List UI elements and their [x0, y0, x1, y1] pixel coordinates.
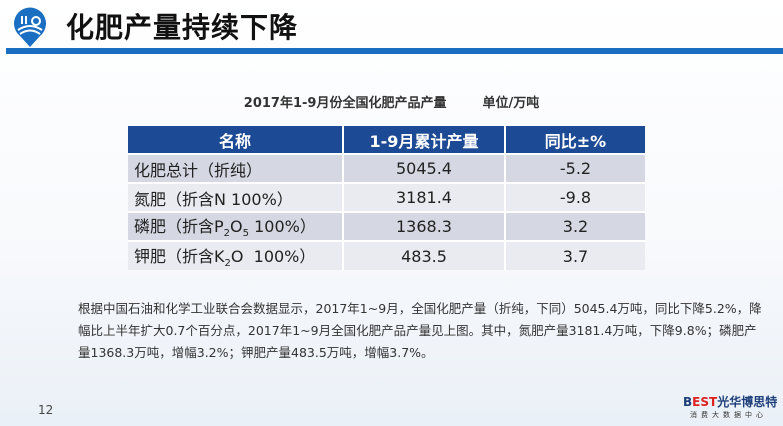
title-divider — [6, 48, 783, 54]
header-name: 名称 — [128, 126, 344, 154]
caption-unit: 单位/万吨 — [482, 96, 540, 111]
name-part: O 100%） — [230, 246, 316, 266]
subscript: 2 — [224, 258, 231, 270]
name-part: 钾肥（折含K — [134, 246, 225, 266]
table-row: 氮肥（折含N 100%） 3181.4 -9.8 — [128, 182, 645, 212]
header-yoy: 同比±% — [505, 126, 645, 154]
table-header: 名称 1-9月累计产量 同比±% — [128, 126, 645, 154]
row-value: 483.5 — [343, 240, 506, 270]
fertilizer-table: 名称 1-9月累计产量 同比±% 化肥总计（折纯） 5045.4 -5.2 氮肥… — [128, 126, 645, 270]
row-yoy: 3.7 — [505, 240, 645, 270]
row-yoy: -9.8 — [505, 182, 645, 212]
caption-title: 2017年1-9月份全国化肥产品产量 — [243, 96, 447, 111]
farm-location-pin-icon — [14, 7, 47, 47]
row-name: 氮肥（折含N 100%） — [128, 182, 344, 212]
row-value: 3181.4 — [343, 182, 506, 212]
row-name: 磷肥（折含P2O5 100%） — [128, 211, 344, 241]
row-value: 1368.3 — [343, 211, 506, 241]
subscript: 5 — [242, 228, 249, 240]
table-row: 化肥总计（折纯） 5045.4 -5.2 — [128, 153, 645, 183]
header-output: 1-9月累计产量 — [343, 126, 506, 154]
brand-logo: BEST光华博思特 — [683, 393, 777, 410]
brand-est: EST — [692, 395, 718, 409]
name-part: O — [230, 217, 243, 237]
summary-paragraph: 根据中国石油和化学工业联合会数据显示，2017年1~9月，全国化肥产量（折纯，下… — [78, 301, 762, 360]
table-row: 钾肥（折含K2O 100%） 483.5 3.7 — [128, 240, 645, 270]
table-caption: 2017年1-9月份全国化肥产品产量 单位/万吨 — [0, 92, 783, 111]
page-title: 化肥产量持续下降 — [66, 11, 299, 44]
name-part: 100%） — [249, 217, 316, 237]
row-name: 化肥总计（折纯） — [128, 153, 344, 183]
brand-subtitle: 消费大数据中心 — [690, 411, 767, 419]
table-row: 磷肥（折含P2O5 100%） 1368.3 3.2 — [128, 211, 645, 241]
brand-name: 光华博思特 — [717, 395, 778, 409]
brand-prefix: B — [683, 395, 693, 409]
row-name: 钾肥（折含K2O 100%） — [128, 240, 344, 270]
subscript: 2 — [223, 228, 231, 240]
row-yoy: 3.2 — [505, 211, 645, 241]
name-part: 磷肥（折含P — [134, 217, 224, 237]
page-number: 12 — [38, 403, 54, 417]
row-yoy: -5.2 — [505, 153, 645, 183]
row-value: 5045.4 — [343, 153, 506, 183]
